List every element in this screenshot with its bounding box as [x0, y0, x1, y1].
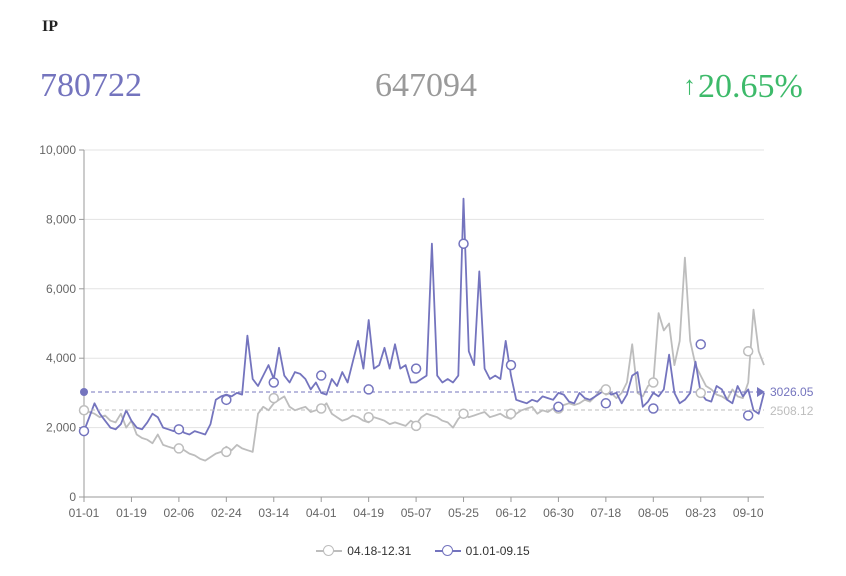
legend-label: 01.01-09.15	[465, 544, 530, 558]
average-label-current: 3026.05	[770, 385, 814, 399]
change-percentage: ↑20.65%	[683, 66, 803, 107]
legend: 04.18-12.31 01.01-09.15	[0, 544, 846, 560]
data-point	[173, 424, 185, 435]
current-total: 780722	[40, 67, 142, 104]
average-arrow-icon	[757, 386, 765, 397]
data-point	[458, 238, 469, 249]
change-value: 20.65%	[698, 68, 803, 105]
data-point	[221, 446, 232, 458]
data-point	[173, 443, 185, 454]
average-label-previous: 2508.12	[770, 404, 814, 418]
x-tick-label: 01-01	[69, 506, 100, 520]
legend-label: 04.18-12.31	[347, 544, 412, 558]
y-tick-label: 4,000	[46, 351, 76, 365]
data-point	[268, 392, 280, 404]
data-point	[505, 359, 517, 371]
data-point	[315, 370, 327, 381]
data-point	[695, 387, 706, 399]
x-tick-label: 05-07	[401, 506, 432, 520]
data-point	[458, 408, 469, 419]
x-tick-label: 05-25	[448, 506, 479, 520]
legend-circle-icon	[316, 545, 343, 557]
x-tick-label: 03-14	[258, 506, 289, 520]
legend-item-series-previous[interactable]: 04.18-12.31	[316, 544, 411, 558]
data-point	[600, 398, 612, 409]
data-point	[78, 425, 90, 437]
y-tick-label: 2,000	[46, 421, 76, 435]
y-tick-label: 8,000	[46, 212, 76, 226]
line-chart: 0 2,000 4,000 6,000 8,000 10,000 01-01 01-19 02-…	[39, 143, 814, 520]
data-point	[221, 394, 232, 406]
legend-circle-icon	[434, 545, 461, 557]
x-tick-label: 01-19	[116, 506, 147, 520]
y-tick-label: 0	[69, 490, 76, 504]
data-point	[648, 377, 659, 388]
series-line-previous	[83, 256, 765, 462]
chart-title: IP	[42, 18, 58, 35]
y-tick-label: 6,000	[46, 282, 76, 296]
x-tick-label: 04-01	[306, 506, 337, 520]
data-point	[742, 346, 754, 357]
average-start-marker	[80, 387, 88, 396]
data-point	[410, 420, 422, 432]
x-tick-label: 09-10	[733, 506, 764, 520]
x-tick-label: 04-19	[353, 506, 384, 520]
previous-total: 647094	[375, 67, 477, 104]
series-line-current	[83, 197, 765, 436]
data-point	[600, 384, 612, 395]
data-point	[268, 377, 280, 388]
x-tick-label: 02-24	[211, 506, 242, 520]
x-tick-label: 02-06	[164, 506, 195, 520]
data-point	[78, 405, 90, 416]
data-point	[363, 384, 374, 395]
x-tick-label: 07-18	[591, 506, 622, 520]
data-point	[410, 363, 422, 374]
data-point	[363, 411, 374, 423]
data-point	[315, 403, 327, 414]
x-tick-label: 06-30	[543, 506, 574, 520]
x-tick-label: 08-05	[638, 506, 669, 520]
data-point	[742, 410, 754, 421]
arrow-up-icon: ↑	[683, 71, 696, 100]
data-point	[553, 401, 564, 413]
data-point	[648, 403, 659, 414]
data-point	[505, 408, 517, 419]
data-point	[695, 339, 706, 350]
legend-item-series-current[interactable]: 01.01-09.15	[434, 544, 530, 558]
x-tick-label: 06-12	[496, 506, 527, 520]
y-tick-label: 10,000	[39, 143, 76, 157]
x-tick-label: 08-23	[685, 506, 716, 520]
